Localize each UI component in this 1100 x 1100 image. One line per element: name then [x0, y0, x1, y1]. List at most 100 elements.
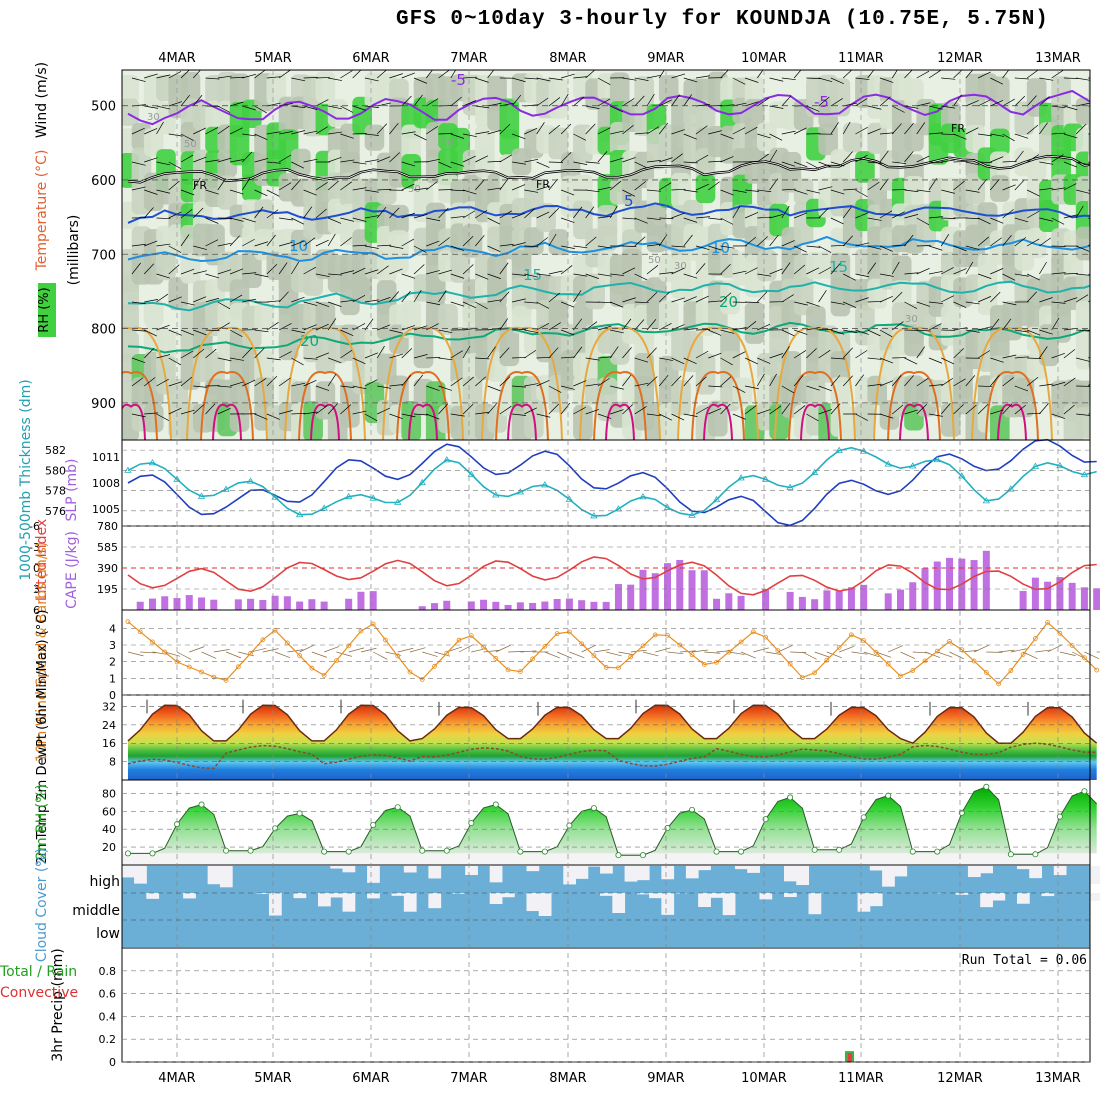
wind-barb [655, 647, 671, 653]
barb [229, 294, 243, 303]
barb [193, 348, 205, 359]
barb [830, 375, 841, 387]
barb [1027, 412, 1042, 415]
barb [462, 155, 476, 163]
barb [794, 329, 808, 335]
barb [1051, 301, 1066, 304]
barb [1014, 273, 1029, 277]
barb [327, 403, 338, 415]
barb [610, 385, 624, 390]
cloud-gap-middle [857, 893, 871, 912]
barb [389, 207, 400, 219]
cloud-gap-high [661, 866, 675, 880]
cape-bar [884, 593, 892, 610]
barb [426, 301, 441, 306]
barb [818, 349, 831, 359]
wind-speed-point [922, 658, 928, 664]
rh-point [345, 848, 352, 855]
barb [659, 322, 672, 331]
barb [475, 273, 489, 280]
barb [401, 413, 416, 418]
barb [867, 329, 881, 337]
barb [217, 407, 231, 415]
barb [573, 346, 583, 359]
cape-bar [1093, 588, 1100, 610]
barb [462, 133, 477, 138]
cloud-gap-middle [661, 893, 675, 915]
lifted-index-line [127, 556, 1097, 596]
barb [242, 178, 251, 191]
wind-barb [777, 645, 793, 653]
cloud-gap-high [563, 866, 577, 885]
panel-frame-thk [121, 439, 1091, 527]
barb [916, 301, 931, 307]
barb [340, 270, 355, 275]
barb [511, 184, 526, 191]
li-tick: -6 [29, 520, 40, 533]
barb [315, 182, 328, 191]
rh-point [272, 825, 279, 832]
barb [131, 377, 144, 387]
wind-speed-point [775, 648, 781, 654]
barb [1002, 318, 1012, 331]
rh-point [419, 847, 426, 854]
rh-contour-label: 50 [441, 138, 454, 149]
barb [855, 350, 868, 359]
rh-blob [143, 128, 164, 157]
barb [806, 161, 819, 169]
barb [720, 70, 729, 79]
li-tick: 3 [33, 583, 40, 596]
barb [254, 105, 267, 114]
date-label-bottom: 8MAR [549, 1071, 586, 1086]
barb [683, 133, 697, 140]
barb [180, 154, 194, 163]
barb [818, 328, 833, 331]
barb [377, 244, 392, 247]
barb [1014, 77, 1029, 80]
barb [364, 318, 374, 331]
rh-blob [904, 175, 924, 209]
barb [879, 329, 893, 338]
barb [928, 270, 943, 275]
barb [156, 189, 171, 194]
barb [425, 70, 433, 79]
barb [928, 161, 944, 164]
barb [965, 329, 980, 333]
barb [585, 123, 596, 135]
barb [487, 70, 495, 79]
pressure-tick: 500 [91, 100, 116, 115]
wind-barb [937, 651, 953, 658]
precip-tick: 0.8 [99, 965, 117, 978]
barb [842, 375, 853, 387]
barb [806, 385, 820, 391]
barb [732, 205, 741, 219]
barb [855, 273, 870, 278]
barb [192, 177, 201, 191]
barb [254, 329, 269, 333]
barb [156, 324, 170, 331]
barb [1039, 122, 1048, 135]
barb [953, 180, 965, 191]
warm-contour [122, 371, 158, 440]
barb [965, 261, 974, 275]
thk-tick: 576 [45, 505, 66, 518]
barb [904, 357, 918, 365]
warm-contour [703, 403, 733, 440]
barb [217, 178, 227, 191]
barb [1051, 381, 1066, 387]
barb [352, 267, 366, 275]
barb [1026, 189, 1040, 197]
barb [904, 150, 914, 163]
barb [1014, 385, 1029, 392]
barb [327, 180, 339, 191]
barb [229, 235, 240, 247]
barb [708, 329, 722, 336]
rh-blob [168, 277, 189, 311]
barb [487, 273, 501, 279]
barb [303, 77, 318, 79]
rh-blob [1075, 300, 1090, 333]
barb [426, 217, 441, 222]
barb [278, 154, 292, 163]
barb [891, 375, 902, 387]
barb [916, 155, 930, 163]
